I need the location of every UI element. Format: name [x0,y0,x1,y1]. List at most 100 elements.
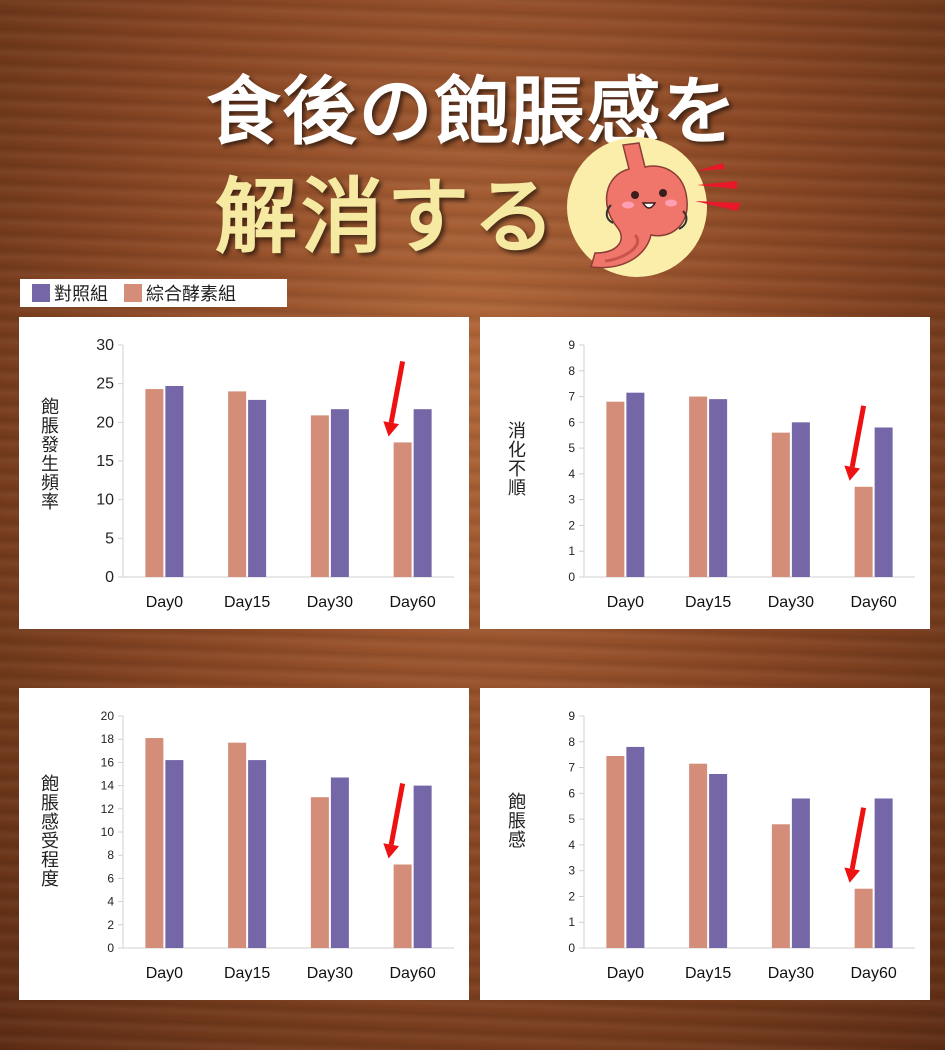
bar-enzyme-day60 [393,864,412,948]
y-tick-label: 5 [568,441,575,455]
chart-legend: 對照組 綜合酵素組 [20,279,287,307]
legend-label-enzyme: 綜合酵素組 [146,284,236,305]
bar-control-day15 [709,399,728,577]
x-tick-label: Day60 [851,965,897,982]
red-arrow-icon [383,783,406,859]
y-tick-label: 4 [107,895,114,909]
chart-panel-bloating-frequency: 飽脹發生頻率 0 5 10 15 20 25 30 Day0 Day15 Day30 Day60 [19,317,469,629]
y-tick-label: 30 [96,337,114,354]
bar-enzyme-day30 [771,824,790,948]
y-tick-label: 8 [107,848,114,862]
bar-enzyme-day15 [228,391,247,577]
bar-control-day30 [791,798,810,948]
bar-enzyme-day0 [606,401,625,577]
legend-item-control: 對照組 [32,280,108,306]
bar-enzyme-day60 [854,888,873,948]
x-tick-label: Day60 [851,594,897,611]
stomach-illustration-icon [567,137,741,277]
bar-chart: 0 5 10 15 20 25 30 Day0 Day15 Day30 Day60 [96,337,454,611]
y-tick-label: 8 [568,364,575,378]
y-tick-label: 5 [105,530,114,547]
bar-enzyme-day0 [606,755,625,948]
red-arrow-icon [383,360,406,437]
x-tick-label: Day15 [224,965,270,982]
chart-panel-bloating: 飽脹感 0 1 2 3 4 5 6 7 8 9 Day0 Day15 Day30 Day60 [480,688,930,1000]
bar-control-day60 [874,427,893,577]
y-tick-label: 1 [568,544,575,558]
y-tick-label: 12 [101,802,115,816]
bar-enzyme-day0 [145,738,164,948]
chart-panel-bloating-severity: 飽脹感受程度 0 2 4 6 8 10 12 14 16 18 20 Day0 Day15 Day30 Da… [19,688,469,1000]
bar-control-day0 [165,385,184,577]
legend-swatch-enzyme [124,284,142,302]
x-tick-label: Day15 [685,594,731,611]
x-tick-label: Day0 [607,965,644,982]
y-tick-label: 18 [101,732,115,746]
legend-swatch-control [32,284,50,302]
x-tick-label: Day60 [390,965,436,982]
bar-control-day0 [626,746,645,948]
y-tick-label: 6 [568,786,575,800]
y-tick-label: 20 [96,414,114,431]
bar-control-day0 [626,392,645,577]
y-axis-label: 飽脹發生頻率 [38,397,59,511]
y-axis-label: 消化不順 [505,421,526,497]
y-tick-label: 5 [568,812,575,826]
headline-line-2: 解消する [215,169,560,265]
y-tick-label: 4 [568,838,575,852]
headline-line-1: 食後の飽脹感を [206,69,739,155]
y-tick-label: 1 [568,915,575,929]
y-tick-label: 3 [568,493,575,507]
x-tick-label: Day30 [307,594,353,611]
bar-control-day30 [330,777,349,948]
y-tick-label: 2 [107,918,114,932]
bar-control-day15 [248,760,267,948]
y-axis-label: 飽脹感 [505,792,526,849]
y-tick-label: 4 [568,467,575,481]
bar-enzyme-day30 [771,432,790,577]
x-tick-label: Day15 [685,965,731,982]
bar-enzyme-day60 [854,486,873,577]
legend-item-enzyme: 綜合酵素組 [124,280,236,306]
y-tick-label: 3 [568,864,575,878]
bar-chart: 0 1 2 3 4 5 6 7 8 9 Day0 Day15 Day30 Day60 [568,338,915,611]
bar-enzyme-day15 [228,742,247,948]
x-tick-label: Day0 [146,594,183,611]
bar-enzyme-day30 [310,415,329,577]
bar-chart: 0 1 2 3 4 5 6 7 8 9 Day0 Day15 Day30 Day60 [568,709,915,982]
bar-control-day30 [330,409,349,577]
x-tick-label: Day60 [390,594,436,611]
x-tick-label: Day30 [768,594,814,611]
y-axis-label: 飽脹感受程度 [38,774,59,888]
x-tick-label: Day15 [224,594,270,611]
bar-enzyme-day60 [393,442,412,577]
y-tick-label: 9 [568,709,575,723]
y-tick-label: 7 [568,761,575,775]
red-arrow-icon [844,807,867,883]
y-tick-label: 20 [101,709,115,723]
x-tick-label: Day30 [768,965,814,982]
y-tick-label: 0 [105,569,114,586]
y-tick-label: 16 [101,755,115,769]
y-tick-label: 2 [568,518,575,532]
bar-control-day15 [248,399,267,577]
y-tick-label: 14 [101,779,115,793]
bar-control-day60 [874,798,893,948]
x-tick-label: Day30 [307,965,353,982]
y-tick-label: 0 [568,570,575,584]
bar-enzyme-day30 [310,797,329,948]
bar-enzyme-day0 [145,389,164,577]
x-tick-label: Day0 [607,594,644,611]
y-tick-label: 0 [568,941,575,955]
y-tick-label: 9 [568,338,575,352]
y-tick-label: 6 [107,871,114,885]
chart-panel-indigestion: 消化不順 0 1 2 3 4 5 6 7 8 9 Day0 Day15 Day30 Day60 [480,317,930,629]
y-tick-label: 2 [568,889,575,903]
y-tick-label: 15 [96,453,114,470]
bar-control-day15 [709,774,728,948]
y-tick-label: 0 [107,941,114,955]
x-tick-label: Day0 [146,965,183,982]
bar-control-day60 [413,409,432,577]
legend-label-control: 對照組 [54,284,108,305]
bar-chart: 0 2 4 6 8 10 12 14 16 18 20 Day0 Day15 Day30 Day60 [101,709,454,982]
